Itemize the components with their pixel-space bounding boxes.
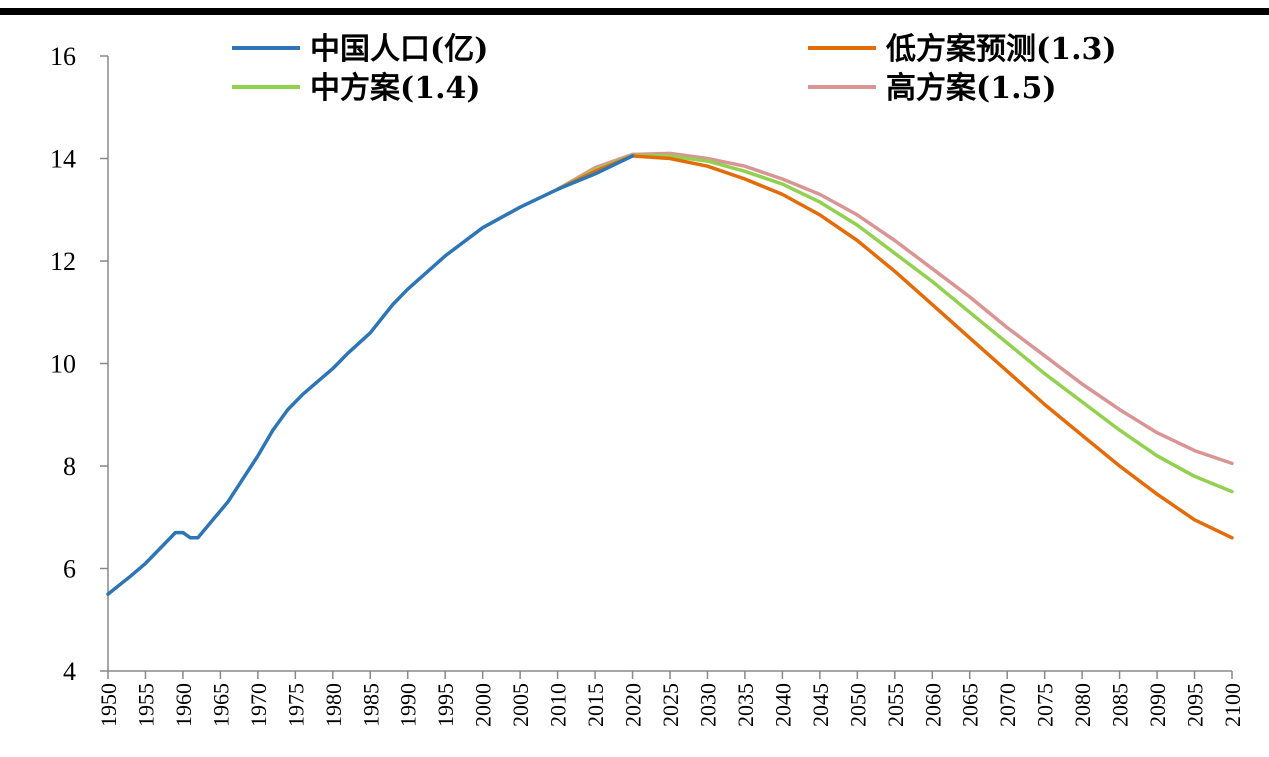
top-rule (0, 8, 1269, 15)
y-tick-label: 10 (50, 350, 76, 379)
axes: 4 6 8 10 12 14 16 1950 1955 1960 1965 1970 1975 1980 1… (50, 42, 1245, 727)
x-tick-label: 2060 (920, 683, 945, 727)
x-tick-label: 1960 (171, 683, 196, 727)
series-line-1 (555, 154, 1234, 540)
x-tick-label: 1985 (358, 683, 383, 727)
x-tick-label: 1950 (96, 683, 121, 727)
legend-label-1: 低方案预测(1.3) (885, 32, 1117, 67)
x-tick-label: 2010 (546, 683, 571, 727)
series-line-3 (555, 151, 1234, 466)
x-tick-label: 2030 (695, 683, 720, 727)
y-tick-label: 8 (63, 452, 76, 481)
series-line-2 (555, 153, 1234, 494)
x-tick-label: 2080 (1070, 683, 1095, 727)
x-tick-label: 2095 (1183, 683, 1208, 727)
x-tick-label: 2085 (1108, 683, 1133, 727)
x-tick-label: 2075 (1033, 683, 1058, 727)
x-tick-label: 2000 (471, 683, 496, 727)
y-tick-label: 4 (63, 657, 76, 686)
y-tick-label: 12 (50, 247, 76, 276)
x-tick-label: 1975 (283, 683, 308, 727)
x-tick-label: 1955 (133, 683, 158, 727)
x-tick-label: 1980 (321, 683, 346, 727)
y-tick-label: 16 (50, 42, 76, 71)
y-tick-label: 14 (50, 145, 76, 174)
series-group (106, 151, 1234, 596)
x-tick-label: 2035 (733, 683, 758, 727)
x-tick-label: 1965 (208, 683, 233, 727)
x-tick-label: 2005 (508, 683, 533, 727)
x-tick-label: 2065 (958, 683, 983, 727)
x-tick-label: 1970 (246, 683, 271, 727)
x-tick-label: 2040 (770, 683, 795, 727)
x-tick-label: 2015 (583, 683, 608, 727)
x-tick-label: 1990 (396, 683, 421, 727)
x-tick-label: 2070 (995, 683, 1020, 727)
x-tick-label: 2055 (883, 683, 908, 727)
legend: 中国人口(亿) 中方案(1.4) 低方案预测(1.3) 高方案(1.5) (232, 32, 1117, 106)
series-line-0 (106, 154, 635, 596)
legend-label-2: 中方案(1.4) (310, 71, 481, 106)
x-tick-label: 2025 (658, 683, 683, 727)
x-tick-label: 1995 (433, 683, 458, 727)
x-tick-label: 2045 (808, 683, 833, 727)
legend-label-3: 高方案(1.5) (886, 71, 1057, 106)
x-tick-label: 2100 (1220, 683, 1245, 727)
legend-label-0: 中国人口(亿) (310, 32, 488, 67)
y-tick-label: 6 (63, 555, 76, 584)
x-tick-label: 2090 (1145, 683, 1170, 727)
x-tick-label: 2020 (621, 683, 646, 727)
x-tick-label: 2050 (845, 683, 870, 727)
